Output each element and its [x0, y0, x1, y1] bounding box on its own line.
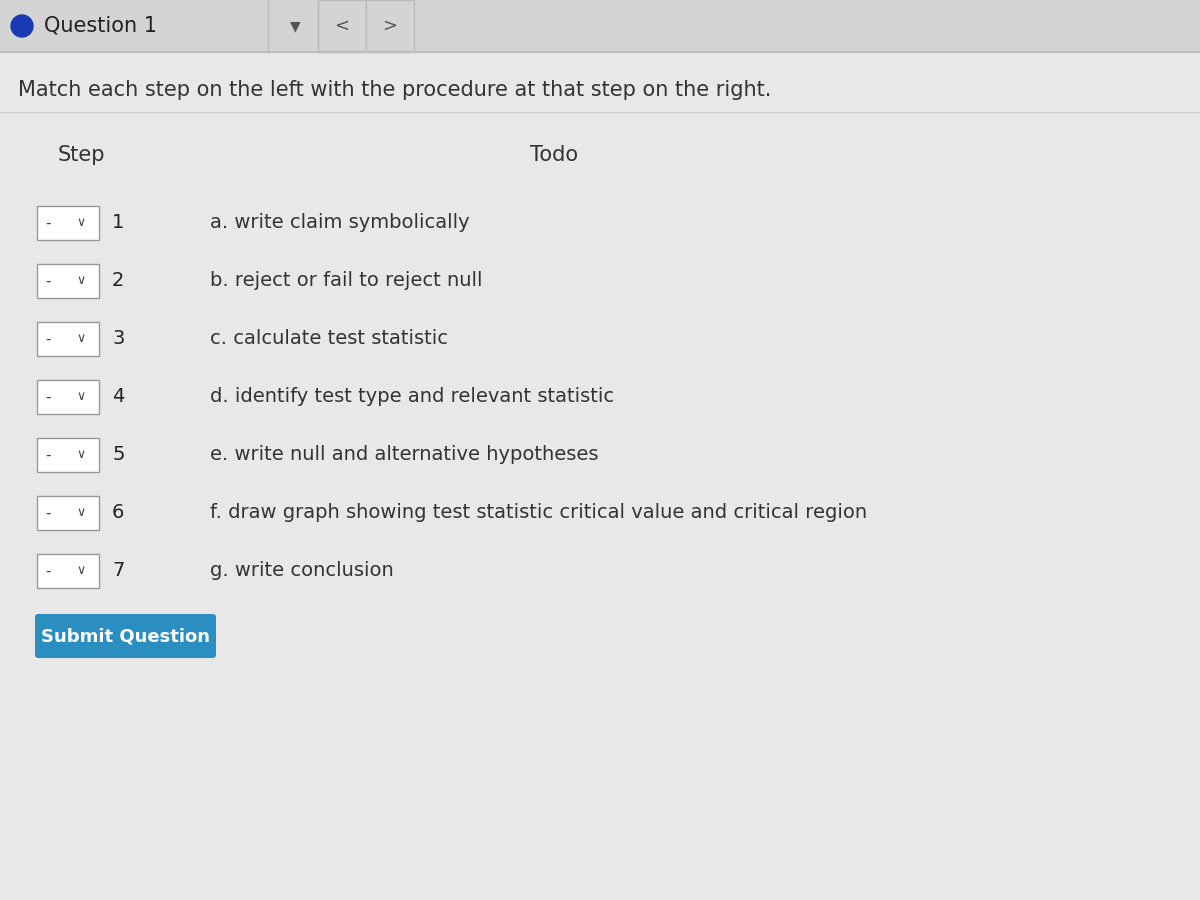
- Text: Question 1: Question 1: [44, 16, 157, 36]
- Text: ∨: ∨: [77, 391, 85, 403]
- Text: ▼: ▼: [289, 19, 300, 33]
- FancyBboxPatch shape: [35, 614, 216, 658]
- Text: -: -: [46, 506, 50, 520]
- FancyBboxPatch shape: [0, 0, 1200, 52]
- Text: d. identify test type and relevant statistic: d. identify test type and relevant stati…: [210, 388, 614, 407]
- Text: b. reject or fail to reject null: b. reject or fail to reject null: [210, 272, 482, 291]
- Text: 6: 6: [112, 503, 125, 523]
- Text: -: -: [46, 563, 50, 579]
- FancyBboxPatch shape: [37, 380, 98, 414]
- Text: a. write claim symbolically: a. write claim symbolically: [210, 213, 469, 232]
- FancyBboxPatch shape: [37, 554, 98, 588]
- FancyBboxPatch shape: [37, 206, 98, 240]
- Text: -: -: [46, 215, 50, 230]
- FancyBboxPatch shape: [318, 0, 366, 52]
- Text: ∨: ∨: [77, 564, 85, 578]
- Text: ∨: ∨: [77, 217, 85, 230]
- FancyBboxPatch shape: [37, 438, 98, 472]
- Text: 4: 4: [112, 388, 125, 407]
- Text: -: -: [46, 390, 50, 404]
- FancyBboxPatch shape: [37, 322, 98, 356]
- Circle shape: [11, 15, 34, 37]
- FancyBboxPatch shape: [37, 496, 98, 530]
- Text: c. calculate test statistic: c. calculate test statistic: [210, 329, 448, 348]
- Text: Submit Question: Submit Question: [41, 627, 210, 645]
- Text: 7: 7: [112, 562, 125, 580]
- Text: 3: 3: [112, 329, 125, 348]
- Text: ∨: ∨: [77, 448, 85, 462]
- Text: ∨: ∨: [77, 507, 85, 519]
- Text: Step: Step: [58, 145, 106, 165]
- Text: ∨: ∨: [77, 332, 85, 346]
- Text: 1: 1: [112, 213, 125, 232]
- Text: ∨: ∨: [77, 274, 85, 287]
- Text: 5: 5: [112, 446, 125, 464]
- Text: <: <: [335, 17, 349, 35]
- Text: -: -: [46, 447, 50, 463]
- FancyBboxPatch shape: [366, 0, 414, 52]
- Text: f. draw graph showing test statistic critical value and critical region: f. draw graph showing test statistic cri…: [210, 503, 868, 523]
- Text: Match each step on the left with the procedure at that step on the right.: Match each step on the left with the pro…: [18, 80, 772, 100]
- Text: -: -: [46, 274, 50, 289]
- Text: g. write conclusion: g. write conclusion: [210, 562, 394, 580]
- FancyBboxPatch shape: [37, 264, 98, 298]
- Text: e. write null and alternative hypotheses: e. write null and alternative hypotheses: [210, 446, 599, 464]
- Text: Todo: Todo: [530, 145, 578, 165]
- Text: -: -: [46, 331, 50, 346]
- Text: 2: 2: [112, 272, 125, 291]
- Text: >: >: [383, 17, 397, 35]
